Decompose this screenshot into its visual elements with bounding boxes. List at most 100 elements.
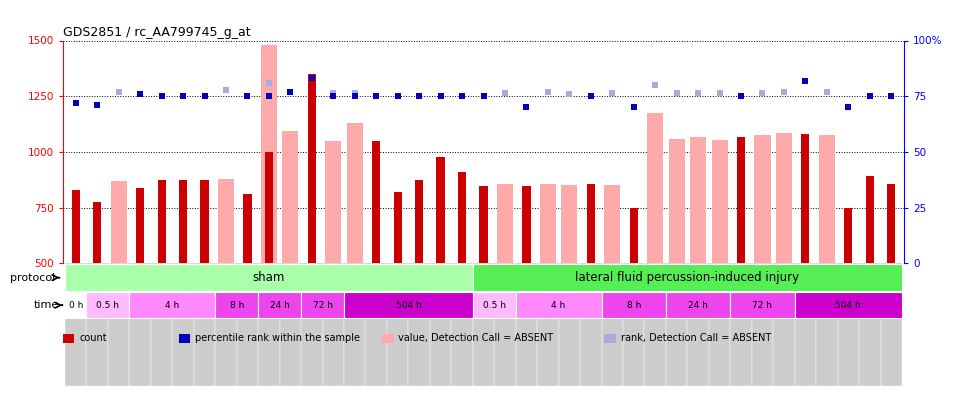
Bar — [65, 264, 473, 291]
Bar — [802, 134, 809, 263]
Bar — [394, 192, 401, 263]
Bar — [587, 184, 595, 263]
Bar — [515, 263, 537, 386]
Bar — [193, 263, 216, 386]
Bar — [776, 133, 792, 263]
Bar — [258, 292, 301, 318]
Bar — [108, 263, 130, 386]
Bar — [561, 185, 577, 263]
Bar — [387, 263, 408, 386]
Bar — [216, 263, 237, 386]
Text: time: time — [33, 300, 59, 310]
Bar — [623, 263, 644, 386]
Bar — [151, 263, 172, 386]
Bar — [601, 292, 666, 318]
Text: rank, Detection Call = ABSENT: rank, Detection Call = ABSENT — [621, 333, 771, 343]
Text: sham: sham — [252, 271, 285, 284]
Bar — [265, 152, 273, 263]
Bar — [323, 263, 344, 386]
Text: lateral fluid percussion-induced injury: lateral fluid percussion-induced injury — [575, 271, 800, 284]
Bar — [473, 292, 515, 318]
Text: 504 h: 504 h — [835, 301, 862, 310]
Bar — [366, 263, 387, 386]
Bar — [258, 263, 279, 386]
Bar — [497, 184, 513, 263]
Bar — [795, 263, 816, 386]
Bar — [730, 263, 751, 386]
Bar — [480, 186, 487, 263]
Bar — [604, 185, 620, 263]
Bar — [237, 263, 258, 386]
Bar — [218, 179, 234, 263]
Bar — [261, 45, 277, 263]
Text: 24 h: 24 h — [689, 301, 708, 310]
Bar — [473, 264, 902, 291]
Bar — [325, 141, 341, 263]
Bar — [130, 292, 216, 318]
Bar — [601, 263, 623, 386]
Bar — [408, 263, 430, 386]
Bar — [372, 141, 380, 263]
Bar — [774, 263, 795, 386]
Text: 4 h: 4 h — [165, 301, 180, 310]
Text: protocol: protocol — [10, 273, 55, 283]
Bar — [93, 202, 102, 263]
Bar — [844, 207, 853, 263]
Bar — [644, 263, 666, 386]
Bar — [347, 123, 363, 263]
Bar — [630, 207, 638, 263]
Text: 72 h: 72 h — [312, 301, 333, 310]
Bar — [458, 172, 466, 263]
Bar — [859, 263, 881, 386]
Bar — [515, 292, 601, 318]
Bar — [837, 263, 859, 386]
Bar — [301, 263, 323, 386]
Bar — [737, 137, 746, 263]
Bar — [666, 292, 730, 318]
Bar — [881, 263, 902, 386]
Text: value, Detection Call = ABSENT: value, Detection Call = ABSENT — [398, 333, 553, 343]
Bar — [200, 180, 209, 263]
Bar — [690, 137, 706, 263]
Bar — [819, 135, 835, 263]
Bar — [795, 292, 902, 318]
Text: 8 h: 8 h — [627, 301, 641, 310]
Bar — [559, 263, 580, 386]
Bar — [537, 263, 559, 386]
Bar — [473, 263, 494, 386]
Bar — [344, 292, 473, 318]
Bar — [647, 113, 663, 263]
Text: 72 h: 72 h — [752, 301, 773, 310]
Bar — [494, 263, 515, 386]
Bar — [415, 180, 424, 263]
Bar — [308, 74, 316, 263]
Text: 0.5 h: 0.5 h — [483, 301, 506, 310]
Bar — [688, 263, 709, 386]
Bar — [65, 292, 86, 318]
Bar — [65, 263, 86, 386]
Bar — [279, 263, 301, 386]
Bar — [580, 263, 601, 386]
Bar — [730, 292, 795, 318]
Bar — [754, 135, 771, 263]
Text: percentile rank within the sample: percentile rank within the sample — [195, 333, 361, 343]
Text: 4 h: 4 h — [551, 301, 566, 310]
Bar — [136, 188, 144, 263]
Bar — [430, 263, 452, 386]
Bar — [110, 181, 127, 263]
Bar — [436, 158, 445, 263]
Text: 24 h: 24 h — [270, 301, 289, 310]
Bar — [86, 263, 108, 386]
Bar — [712, 140, 727, 263]
Text: 504 h: 504 h — [396, 301, 422, 310]
Bar — [452, 263, 473, 386]
Bar — [344, 263, 366, 386]
Bar — [751, 263, 774, 386]
Bar — [244, 194, 251, 263]
Text: 8 h: 8 h — [229, 301, 244, 310]
Text: count: count — [79, 333, 107, 343]
Text: 0 h: 0 h — [69, 301, 83, 310]
Bar — [301, 292, 344, 318]
Bar — [72, 190, 80, 263]
Bar — [816, 263, 837, 386]
